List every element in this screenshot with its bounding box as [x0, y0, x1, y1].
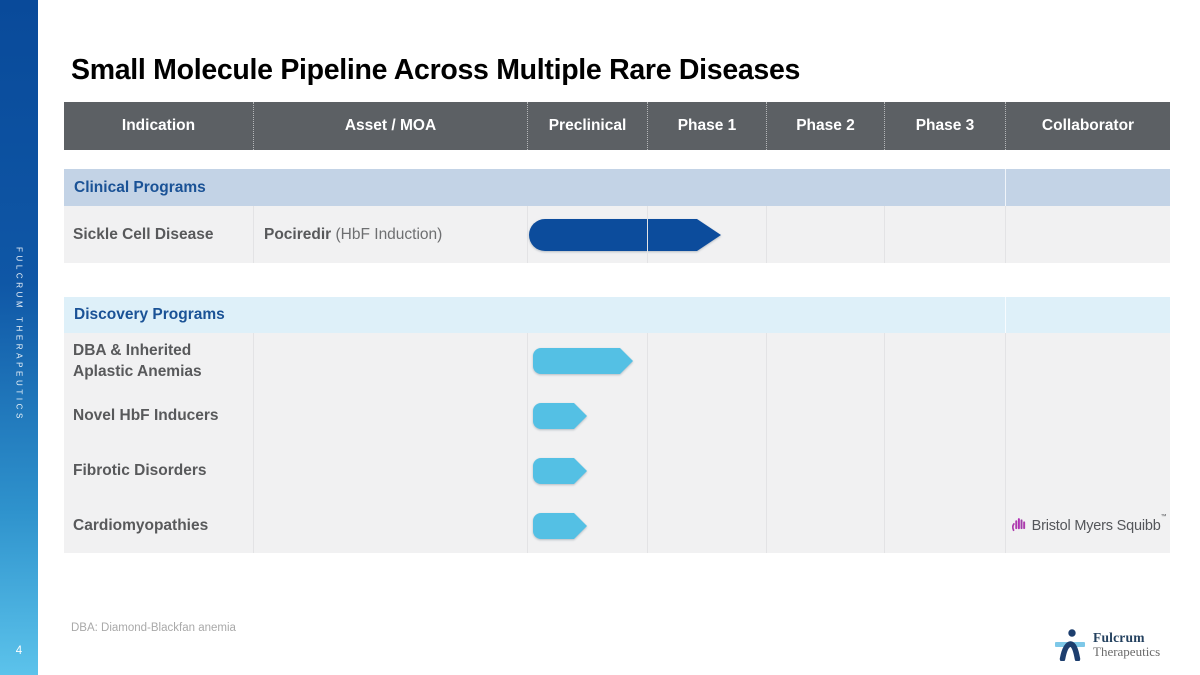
- table-row-cardiomyopathies: Cardiomyopathies: [64, 498, 1170, 553]
- section-band-clinical: Clinical Programs: [64, 169, 1170, 206]
- column-header-preclinical: Preclinical: [527, 102, 647, 150]
- collaborator-cell: [1005, 443, 1170, 498]
- pipeline-progress-arrow-clinical: [529, 218, 721, 251]
- stage-cell-phase3: [884, 388, 1005, 443]
- stage-cell-phase3: [884, 206, 1005, 263]
- collaborator-cell: [1005, 333, 1170, 388]
- stage-cell-phase2: [766, 206, 884, 263]
- table-header: Indication Asset / MOA Preclinical Phase…: [64, 102, 1170, 150]
- brand-sidebar: FULCRUM THERAPEUTICS 4: [0, 0, 38, 675]
- table-row-novel-hbf: Novel HbF Inducers: [64, 388, 1170, 443]
- collaborator-cell: Bristol Myers Squibb™: [1005, 498, 1170, 553]
- page-number: 4: [15, 645, 23, 657]
- bms-wordmark: Bristol Myers Squibb™: [1031, 513, 1167, 534]
- stage-cell-phase1: [647, 333, 766, 388]
- asset-moa-label: Pociredir (HbF Induction): [254, 226, 442, 244]
- indication-label: Sickle Cell Disease: [73, 226, 214, 243]
- footnote: DBA: Diamond-Blackfan anemia: [71, 622, 236, 634]
- pipeline-progress-arrow-discovery-short: [533, 457, 587, 484]
- column-header-phase-3: Phase 3: [884, 102, 1005, 150]
- bristol-myers-squibb-logo: Bristol Myers Squibb™: [1010, 513, 1167, 536]
- asset-cell-empty: [253, 443, 527, 498]
- fulcrum-wordmark: Fulcrum Therapeutics: [1093, 630, 1161, 659]
- stage-cell-preclinical: [527, 206, 721, 263]
- indication-label: Cardiomyopathies: [73, 517, 209, 534]
- indication-label: Novel HbF Inducers: [73, 407, 219, 424]
- pipeline-progress-arrow-discovery-long: [533, 347, 633, 374]
- stage-cell-phase3: [884, 498, 1005, 553]
- stage-cell-phase3: [884, 443, 1005, 498]
- table-row-fibrotic: Fibrotic Disorders: [64, 443, 1170, 498]
- asset-cell-empty: [253, 333, 527, 388]
- stage-cell-preclinical: [527, 443, 647, 498]
- asset-cell-empty: [253, 498, 527, 553]
- section-band-collab-cell: [1005, 297, 1170, 333]
- stage-cell-phase1: [647, 206, 766, 263]
- slide-title: Small Molecule Pipeline Across Multiple …: [71, 54, 801, 86]
- bms-hand-icon: [1011, 517, 1025, 531]
- section-label-clinical: Clinical Programs: [74, 178, 206, 196]
- stage-cell-phase2: [766, 443, 884, 498]
- column-header-asset-moa: Asset / MOA: [253, 102, 527, 150]
- asset-moa: (HbF Induction): [331, 225, 443, 243]
- stage-cell-phase1: [647, 388, 766, 443]
- section-label-discovery: Discovery Programs: [74, 306, 225, 323]
- column-header-collaborator: Collaborator: [1005, 102, 1170, 150]
- stage-cell-phase1: [647, 443, 766, 498]
- stage-cell-phase2: [766, 388, 884, 443]
- table-row-dba: DBA & Inherited Aplastic Anemias: [64, 333, 1170, 388]
- column-header-indication: Indication: [121, 117, 196, 134]
- sidebar-vertical-text: FULCRUM THERAPEUTICS: [14, 247, 24, 422]
- column-header-phase-2: Phase 2: [766, 102, 884, 150]
- stage-cell-preclinical: [527, 333, 647, 388]
- collaborator-cell: [1005, 206, 1170, 263]
- collaborator-cell: [1005, 388, 1170, 443]
- stage-cell-preclinical: [527, 498, 647, 553]
- pipeline-progress-arrow-discovery-short: [533, 512, 587, 539]
- pipeline-progress-arrow-discovery-short: [533, 402, 587, 429]
- table-row-sickle-cell: Sickle Cell Disease Pociredir (HbF Induc…: [64, 206, 1170, 263]
- stage-cell-preclinical: [527, 388, 647, 443]
- section-band-collab-cell: [1005, 169, 1170, 206]
- indication-label: Fibrotic Disorders: [73, 462, 207, 479]
- slide-content: Small Molecule Pipeline Across Multiple …: [64, 0, 1170, 553]
- fulcrum-therapeutics-logo: Fulcrum Therapeutics: [1055, 628, 1160, 661]
- asset-cell-empty: [253, 388, 527, 443]
- fulcrum-icon: [1055, 629, 1085, 661]
- indication-label: DBA & Inherited Aplastic Anemias: [73, 341, 202, 380]
- stage-cell-phase2: [766, 333, 884, 388]
- column-header-phase-1: Phase 1: [647, 102, 766, 150]
- section-band-discovery: Discovery Programs: [64, 297, 1170, 333]
- stage-cell-phase2: [766, 498, 884, 553]
- asset-name: Pociredir: [264, 225, 332, 243]
- stage-cell-phase1: [647, 498, 766, 553]
- stage-cell-phase3: [884, 333, 1005, 388]
